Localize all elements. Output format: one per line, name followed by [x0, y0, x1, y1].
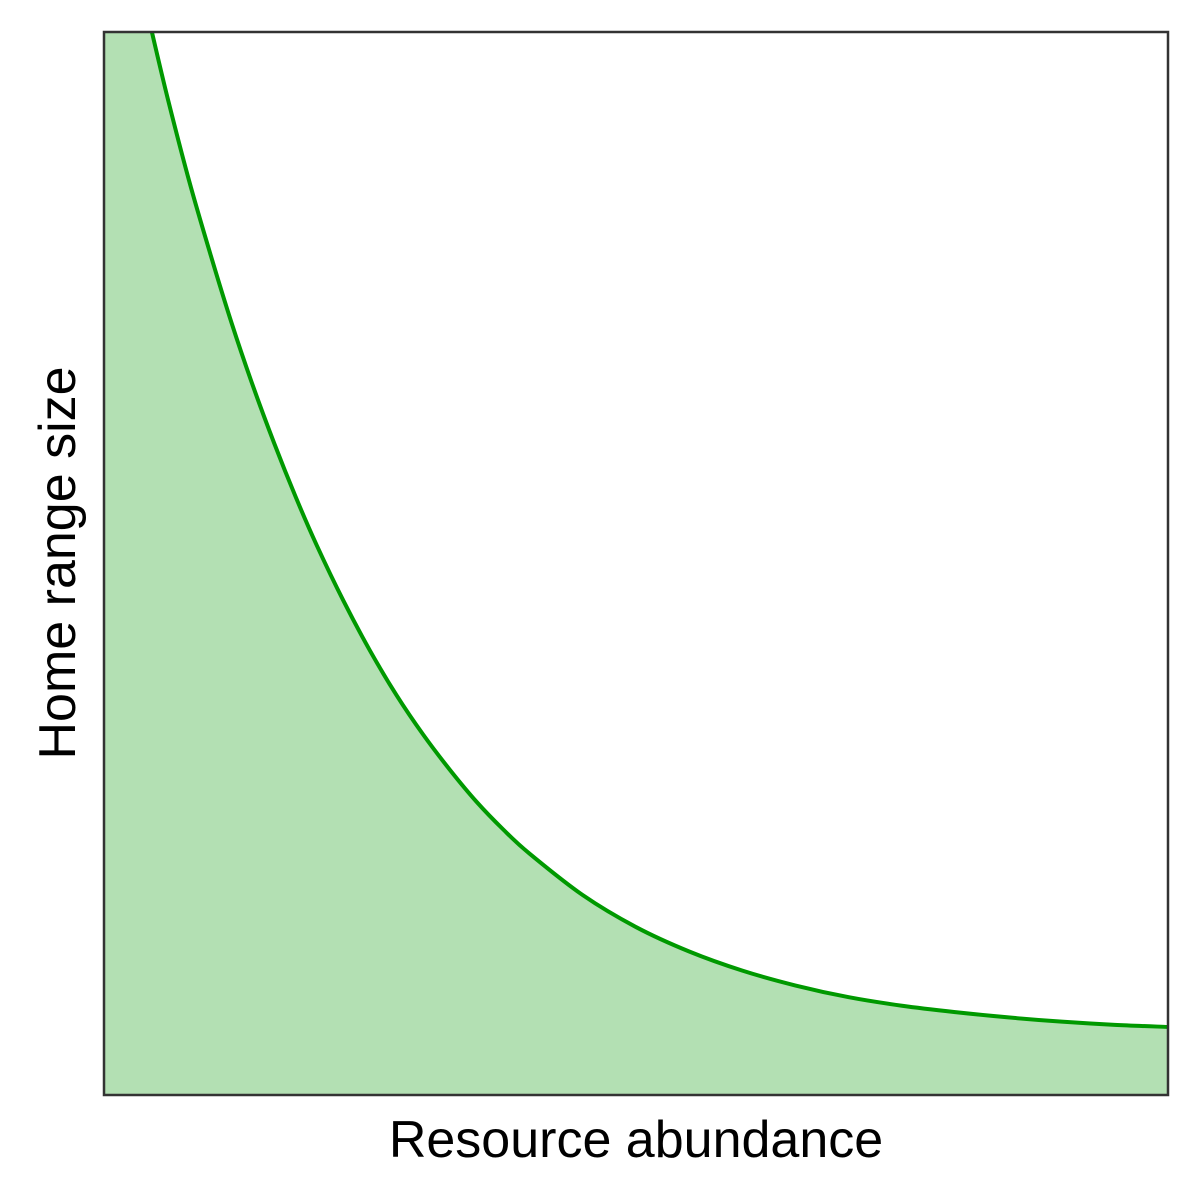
series-area-0 [104, 32, 1168, 1095]
plot-frame [102, 30, 1170, 1097]
y-axis-title: Home range size [29, 366, 87, 759]
series-line-0 [149, 31, 1169, 1029]
plot-area [104, 31, 1169, 1095]
x-axis-title: Resource abundance [389, 1111, 883, 1169]
